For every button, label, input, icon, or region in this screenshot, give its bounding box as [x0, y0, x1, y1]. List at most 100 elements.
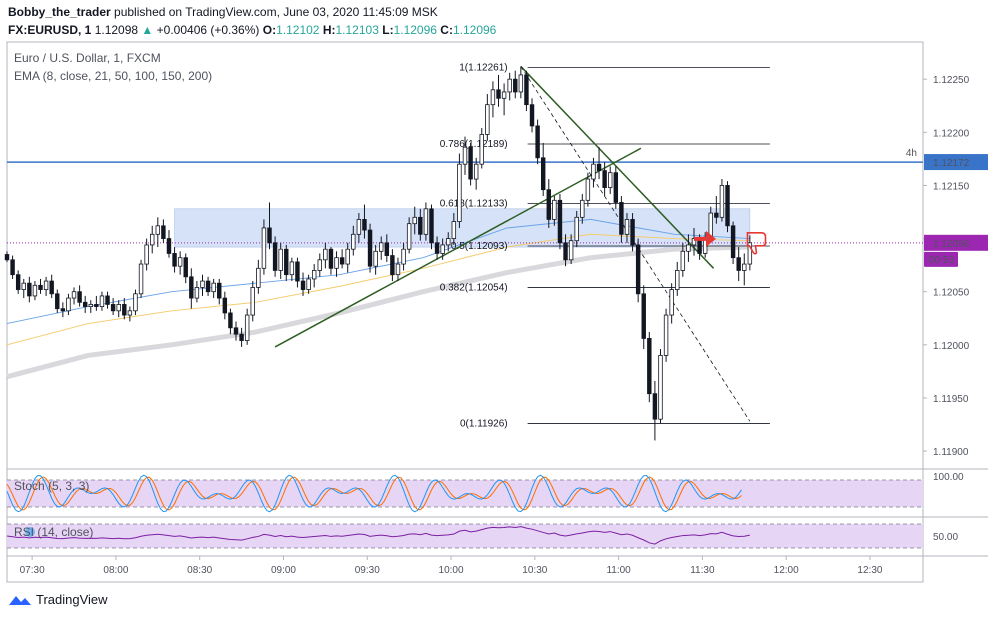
candle	[177, 251, 183, 275]
fib-level-label: 1(1.12261)	[459, 63, 507, 74]
stoch-k-line	[6, 474, 742, 513]
fib-level-label: 0.786(1.12189)	[440, 139, 508, 150]
candle-body	[323, 248, 328, 261]
candle	[334, 251, 339, 277]
x-tick-label: 10:30	[522, 565, 547, 576]
candle	[479, 128, 484, 169]
candle	[714, 196, 719, 224]
candle	[351, 225, 356, 256]
candle-body	[546, 189, 551, 220]
candle-body	[457, 163, 462, 222]
candle-body	[217, 282, 222, 299]
candle-body	[725, 185, 730, 227]
candle	[150, 225, 155, 254]
open-value: 1.12102	[276, 23, 320, 37]
candle	[205, 276, 211, 296]
candle-body	[647, 338, 652, 395]
candle-body	[652, 393, 658, 420]
candle-body	[641, 293, 646, 339]
candle	[211, 278, 216, 299]
candle-body	[194, 287, 200, 299]
candle	[328, 247, 334, 275]
y-tick-label: 1.12150	[933, 181, 970, 192]
candle	[406, 217, 412, 254]
candle-body	[468, 146, 473, 180]
candle	[568, 234, 574, 265]
candle	[468, 142, 473, 186]
candle	[172, 247, 177, 273]
candle-body	[440, 244, 445, 254]
candle	[574, 210, 579, 248]
candle	[446, 232, 451, 252]
candle	[457, 153, 462, 228]
symbol-line: FX:EURUSD, 1 1.12098 ▲ +0.00406 (+0.36%)…	[8, 23, 496, 37]
candle	[166, 230, 172, 258]
low-value: 1.12096	[393, 23, 437, 37]
candle-body	[295, 261, 300, 282]
candle	[630, 213, 635, 252]
trendline	[274, 147, 642, 348]
resistance-tag: 4h	[906, 148, 917, 159]
chart-title-legend: Euro / U.S. Dollar, 1, FXCM	[14, 51, 161, 65]
candle-body	[205, 280, 211, 293]
candle-body	[306, 278, 311, 290]
fib-level-label: 0.382(1.12054)	[440, 282, 508, 293]
candle-body	[94, 304, 99, 307]
candle	[99, 291, 105, 311]
candle	[613, 166, 619, 209]
candle-body	[21, 282, 26, 290]
candle-body	[55, 293, 60, 310]
candle	[384, 234, 390, 262]
candle-body	[496, 89, 501, 99]
high-label: H:	[322, 23, 336, 37]
candle	[110, 298, 116, 316]
candle	[742, 253, 747, 286]
rsi-band	[7, 524, 923, 548]
x-tick-label: 12:00	[774, 565, 799, 576]
candle	[747, 235, 753, 271]
candle-body	[27, 282, 32, 297]
candle-body	[116, 304, 121, 312]
candle	[501, 83, 507, 116]
candle	[367, 223, 373, 273]
x-tick-label: 11:30	[690, 565, 715, 576]
candle	[21, 278, 26, 299]
x-tick-label: 07:30	[20, 565, 45, 576]
candle	[641, 285, 646, 350]
brand-name[interactable]: TradingView	[36, 592, 108, 607]
candle	[127, 306, 133, 322]
candle	[27, 276, 32, 303]
candle-body	[317, 259, 322, 271]
candle	[295, 257, 300, 288]
fib-level-label: 0(1.11926)	[460, 418, 508, 429]
candle	[485, 94, 490, 141]
candle-body	[568, 240, 574, 261]
x-tick-label: 10:00	[439, 565, 464, 576]
candle-body	[686, 244, 691, 252]
candle-body	[675, 270, 680, 290]
candle-body	[663, 314, 669, 356]
candle-body	[596, 163, 602, 171]
candle	[513, 70, 518, 99]
candle-body	[155, 225, 161, 235]
candle-body	[412, 216, 417, 225]
candle-body	[166, 238, 172, 254]
candle	[440, 238, 445, 260]
candle	[675, 261, 680, 296]
publisher-name[interactable]: Bobby_the_trader	[8, 5, 111, 19]
candle-body	[669, 289, 674, 316]
candle-body	[418, 216, 423, 235]
candle-body	[77, 291, 82, 303]
candle	[563, 234, 568, 267]
candle-body	[513, 78, 518, 93]
candle	[250, 281, 255, 322]
candle	[233, 321, 239, 341]
candle-body	[451, 221, 457, 239]
open-label: O:	[262, 23, 277, 37]
current-price-label: 1.12096	[933, 239, 970, 250]
candle	[669, 283, 674, 324]
candle-body	[540, 157, 546, 191]
candle-body	[289, 261, 295, 276]
candle	[412, 206, 417, 235]
